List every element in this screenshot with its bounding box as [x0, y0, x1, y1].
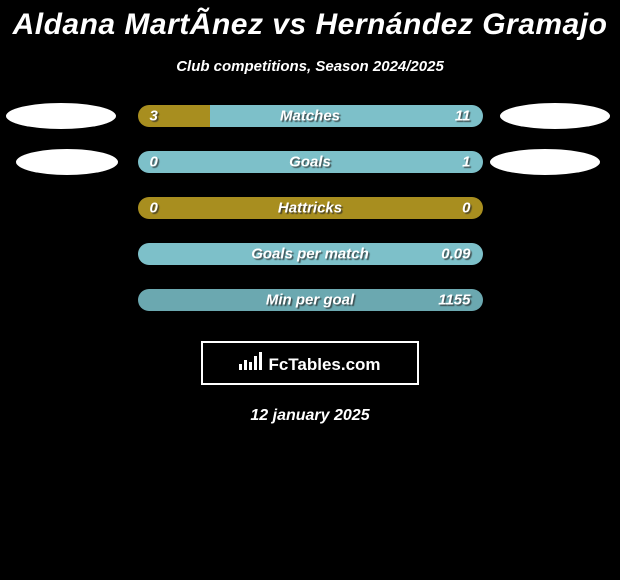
stat-label: Goals: [289, 154, 331, 171]
branding-text: FcTables.com: [268, 355, 380, 375]
stat-row: Goals per match 0.09: [0, 243, 620, 265]
stat-row: 0 Goals 1: [0, 151, 620, 173]
stat-label: Hattricks: [278, 200, 342, 217]
snapshot-date: 12 january 2025: [250, 407, 369, 425]
branding-chart-icon: [239, 352, 262, 370]
stat-label: Goals per match: [251, 246, 369, 263]
stat-value-right: 1155: [438, 292, 470, 309]
stat-label: Matches: [280, 108, 340, 125]
stat-value-right: 1: [462, 154, 470, 171]
stat-row: 3 Matches 11: [0, 105, 620, 127]
comparison-title: Aldana MartÃ­nez vs Hernández Gramajo: [13, 8, 608, 42]
stat-bar-right: [210, 105, 483, 127]
stat-value-right: 0: [462, 200, 470, 217]
branding-box: FcTables.com: [201, 341, 419, 385]
stat-value-left: 0: [150, 200, 158, 217]
stats-section: 3 Matches 11 0 Goals 1 0 Hattricks 0: [0, 105, 620, 311]
season-subtitle: Club competitions, Season 2024/2025: [176, 58, 444, 75]
stat-row: Min per goal 1155: [0, 289, 620, 311]
stat-row: 0 Hattricks 0: [0, 197, 620, 219]
stat-label: Min per goal: [266, 292, 354, 309]
stat-value-right: 11: [455, 108, 471, 125]
stat-value-right: 0.09: [441, 246, 470, 263]
stat-bar-left: [138, 105, 210, 127]
stat-value-left: 0: [150, 154, 158, 171]
stat-value-left: 3: [150, 108, 158, 125]
